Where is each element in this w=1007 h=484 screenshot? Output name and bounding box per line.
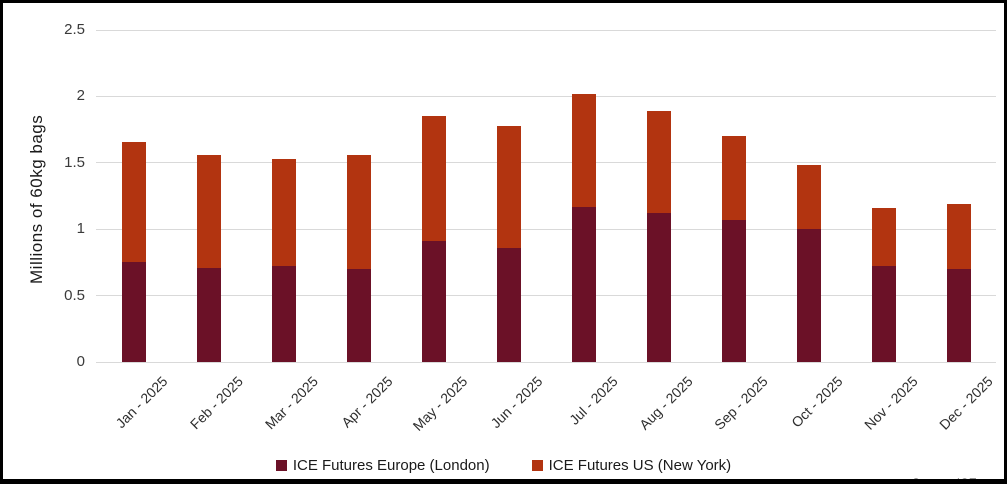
gridline [96, 29, 996, 31]
stacked-bar [946, 203, 971, 362]
bar-segment-europe [871, 266, 896, 362]
gridline [96, 361, 996, 363]
y-tick-label: 1.5 [64, 153, 85, 171]
stacked-bar [571, 93, 596, 362]
y-tick-label: 1 [76, 220, 85, 238]
x-tick-label: Mar - 2025 [261, 373, 321, 433]
bar-segment-europe [571, 206, 596, 362]
bar-segment-us [271, 158, 296, 267]
gridline [96, 95, 996, 97]
stacked-bar [121, 141, 146, 362]
legend-swatch-icon [531, 460, 543, 471]
stacked-bar [871, 207, 896, 362]
legend-swatch-icon [275, 460, 287, 471]
x-tick-label: Jan - 2025 [112, 373, 171, 432]
stacked-bar [271, 158, 296, 362]
x-tick-label: Aug - 2025 [636, 373, 696, 433]
bar-segment-europe [946, 269, 971, 362]
legend-item: ICE Futures US (New York) [531, 457, 732, 474]
x-tick-label: Nov - 2025 [861, 373, 921, 433]
y-tick-label: 2.5 [64, 21, 85, 38]
bar-segment-europe [721, 219, 746, 362]
legend-label: ICE Futures US (New York) [548, 457, 732, 474]
stacked-bar [721, 136, 746, 362]
bar-segment-europe [496, 247, 521, 362]
bar-segment-us [121, 141, 146, 263]
legend-label: ICE Futures Europe (London) [292, 457, 490, 474]
y-axis-title: Millions of 60kg bags [27, 114, 46, 284]
bar-segment-europe [196, 267, 221, 362]
bar-segment-us [796, 165, 821, 230]
x-tick-label: Feb - 2025 [186, 373, 246, 433]
bar-segment-us [871, 207, 896, 267]
x-tick-label: Jul - 2025 [566, 373, 621, 428]
bar-segment-europe [346, 269, 371, 362]
stacked-bar [346, 154, 371, 362]
bar-segment-us [721, 136, 746, 220]
x-tick-label: Oct - 2025 [788, 373, 846, 431]
gridline [96, 162, 996, 164]
stacked-bar [196, 154, 221, 362]
stacked-bar [496, 125, 521, 362]
bar-segment-europe [271, 266, 296, 362]
gridline [96, 295, 996, 297]
bar-segment-europe [796, 229, 821, 362]
legend: ICE Futures Europe (London) ICE Futures U… [3, 457, 1004, 474]
bar-segment-us [496, 125, 521, 248]
source-note: Source: ICE [912, 476, 977, 484]
x-tick-label: Sep - 2025 [711, 373, 771, 433]
y-tick-label: 2 [76, 87, 85, 105]
y-tick-label: 0 [76, 353, 85, 370]
x-tick-label: Dec - 2025 [936, 373, 996, 433]
bar-segment-europe [646, 213, 671, 362]
y-tick-label: 0.5 [64, 286, 85, 304]
bar-segment-us [196, 154, 221, 268]
bar-segment-us [646, 111, 671, 214]
x-tick-label: Apr - 2025 [338, 373, 396, 431]
stacked-bar [646, 111, 671, 362]
gridline [96, 228, 996, 230]
stacked-bar [796, 165, 821, 362]
bar-segment-us [946, 203, 971, 270]
x-tick-label: Jun - 2025 [487, 373, 546, 432]
legend-item: ICE Futures Europe (London) [275, 457, 490, 474]
bar-segment-us [346, 154, 371, 270]
bar-segment-europe [121, 262, 146, 362]
bar-segment-us [421, 116, 446, 242]
x-tick-label: May - 2025 [409, 373, 471, 434]
bar-segment-europe [421, 241, 446, 362]
stacked-bar [421, 116, 446, 362]
bar-segment-us [571, 93, 596, 207]
